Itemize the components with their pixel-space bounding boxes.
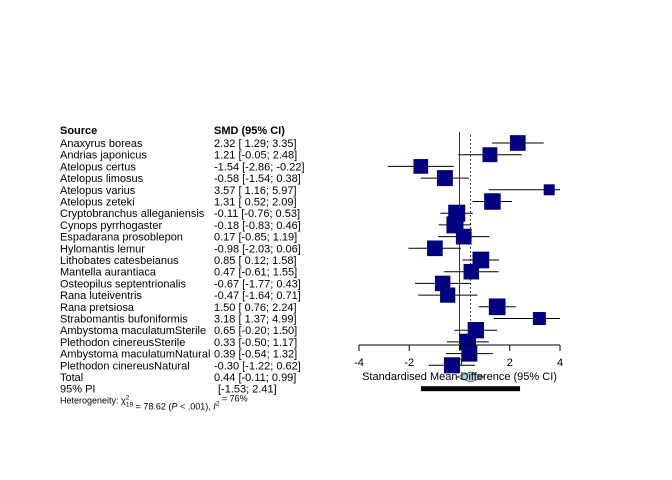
x-tick-label: -4 bbox=[354, 357, 364, 369]
x-tick-label: -2 bbox=[404, 357, 414, 369]
heterogeneity-chi-sub: 19 bbox=[126, 401, 134, 408]
study-square bbox=[543, 184, 555, 196]
study-name: Cryptobranchus alleganiensis bbox=[60, 208, 205, 220]
study-ci-text: -0.30 [-1.22; 0.62] bbox=[214, 360, 301, 372]
study-ci-text: 0.17 [-0.85; 1.19] bbox=[214, 232, 297, 244]
study-name: Ambystoma maculatumNatural bbox=[60, 349, 210, 361]
study-square bbox=[509, 135, 526, 151]
total-ci-text: 0.44 [-0.11; 0.99] bbox=[214, 372, 296, 384]
study-name: Hylomantis lemur bbox=[60, 243, 145, 255]
heterogeneity-i-sup: 2 bbox=[216, 400, 220, 407]
study-square bbox=[443, 357, 460, 374]
study-square bbox=[455, 228, 472, 245]
study-name: Lithobates catesbeianus bbox=[60, 255, 179, 267]
study-ci-text: 0.65 [-0.20; 1.50] bbox=[214, 325, 297, 337]
study-square bbox=[427, 240, 443, 257]
study-ci-text: -0.67 [-1.77; 0.43] bbox=[214, 278, 301, 290]
study-name: Plethodon cinereusNatural bbox=[60, 360, 190, 372]
study-name: Espadarana prosoblepon bbox=[60, 232, 183, 244]
study-square bbox=[532, 311, 546, 326]
study-ci-text: 2.32 [ 1.29; 3.35] bbox=[214, 138, 297, 150]
study-ci-text: 0.39 [-0.54; 1.32] bbox=[214, 349, 297, 361]
study-square bbox=[440, 287, 456, 303]
study-square bbox=[461, 345, 478, 362]
total-diamond bbox=[455, 371, 486, 383]
study-ci-text: -0.98 [-2.03; 0.06] bbox=[214, 243, 301, 255]
study-ci-text: -0.11 [-0.76; 0.53] bbox=[214, 208, 300, 220]
study-square bbox=[413, 159, 429, 174]
heterogeneity-i: I bbox=[213, 401, 216, 411]
study-name: Mantella aurantiaca bbox=[60, 267, 157, 279]
heterogeneity-text: Heterogeneity: χ2 19 = 78.62 (P < .001), … bbox=[60, 393, 248, 411]
heterogeneity-stat: = 78.62 ( bbox=[133, 401, 171, 411]
effect-header: SMD (95% CI) bbox=[214, 125, 285, 137]
source-header: Source bbox=[60, 125, 97, 137]
total-label: Total bbox=[60, 372, 83, 384]
study-square bbox=[484, 193, 501, 210]
study-name: Andrias japonicus bbox=[60, 150, 147, 162]
study-ci-text: 0.47 [-0.61; 1.55] bbox=[214, 267, 297, 279]
heterogeneity-p-rest: < .001), bbox=[177, 401, 213, 411]
study-labels: Source SMD (95% CI) Anaxyrus boreas 2.32 … bbox=[60, 125, 305, 411]
study-square bbox=[488, 298, 506, 316]
heterogeneity-chi-sup: 2 bbox=[126, 394, 130, 401]
study-square bbox=[482, 147, 498, 163]
pi-ci-text: [-1.53; 2.41] bbox=[218, 384, 277, 396]
study-ci-text: 1.21 [-0.05; 2.48] bbox=[214, 150, 297, 162]
study-name: Strabomantis bufoniformis bbox=[60, 314, 188, 326]
study-ci-text: -0.47 [-1.64; 0.71] bbox=[214, 290, 301, 302]
prediction-interval-bar bbox=[421, 386, 521, 392]
study-ci-text: 0.85 [ 0.12; 1.58] bbox=[214, 255, 297, 267]
heterogeneity-prefix: Heterogeneity: bbox=[60, 395, 121, 405]
heterogeneity-i-rest: = 76% bbox=[219, 393, 247, 403]
study-name: Anaxyrus boreas bbox=[60, 138, 143, 150]
heterogeneity-chi: χ bbox=[121, 395, 126, 405]
study-name: Ambystoma maculatumSterile bbox=[60, 325, 206, 337]
study-name: Atelopus certus bbox=[60, 161, 136, 173]
study-ci-text: 0.33 [-0.50; 1.17] bbox=[214, 337, 297, 349]
study-name: Osteopilus septentrionalis bbox=[60, 278, 186, 290]
heterogeneity-p: P bbox=[171, 401, 177, 411]
study-square bbox=[434, 275, 451, 292]
study-ci-text: 1.31 [ 0.52; 2.09] bbox=[214, 197, 297, 209]
study-ci-text: -0.18 [-0.83; 0.46] bbox=[214, 220, 301, 232]
x-tick-label: 2 bbox=[507, 357, 513, 369]
study-ci-text: 3.18 [ 1.37; 4.99] bbox=[214, 314, 297, 326]
study-ci-text: 1.50 [ 0.76; 2.24] bbox=[214, 302, 297, 314]
study-name: Rana pretsiosa bbox=[60, 302, 135, 314]
study-ci-text: -0.58 [-1.54; 0.38] bbox=[214, 173, 301, 185]
study-name: Atelopus varius bbox=[60, 185, 136, 197]
study-name: Rana luteiventris bbox=[60, 290, 142, 302]
study-square bbox=[436, 170, 453, 187]
study-name: Cynops pyrrhogaster bbox=[60, 220, 162, 232]
x-tick-label: 4 bbox=[557, 357, 563, 369]
x-axis-label: Standardised Mean Difference (95% CI) bbox=[362, 371, 557, 383]
plot-area bbox=[387, 132, 560, 392]
pi-label: 95% PI bbox=[60, 384, 95, 396]
x-tick-label: 0 bbox=[456, 357, 462, 369]
study-name: Plethodon cinereusSterile bbox=[60, 337, 185, 349]
study-ci-text: -1.54 [-2.86; -0.22] bbox=[214, 161, 305, 173]
study-ci-text: 3.57 [ 1.16; 5.97] bbox=[214, 185, 297, 197]
study-name: Atelopus limosus bbox=[60, 173, 144, 185]
study-square bbox=[463, 263, 480, 280]
study-name: Atelopus zeteki bbox=[60, 197, 135, 209]
